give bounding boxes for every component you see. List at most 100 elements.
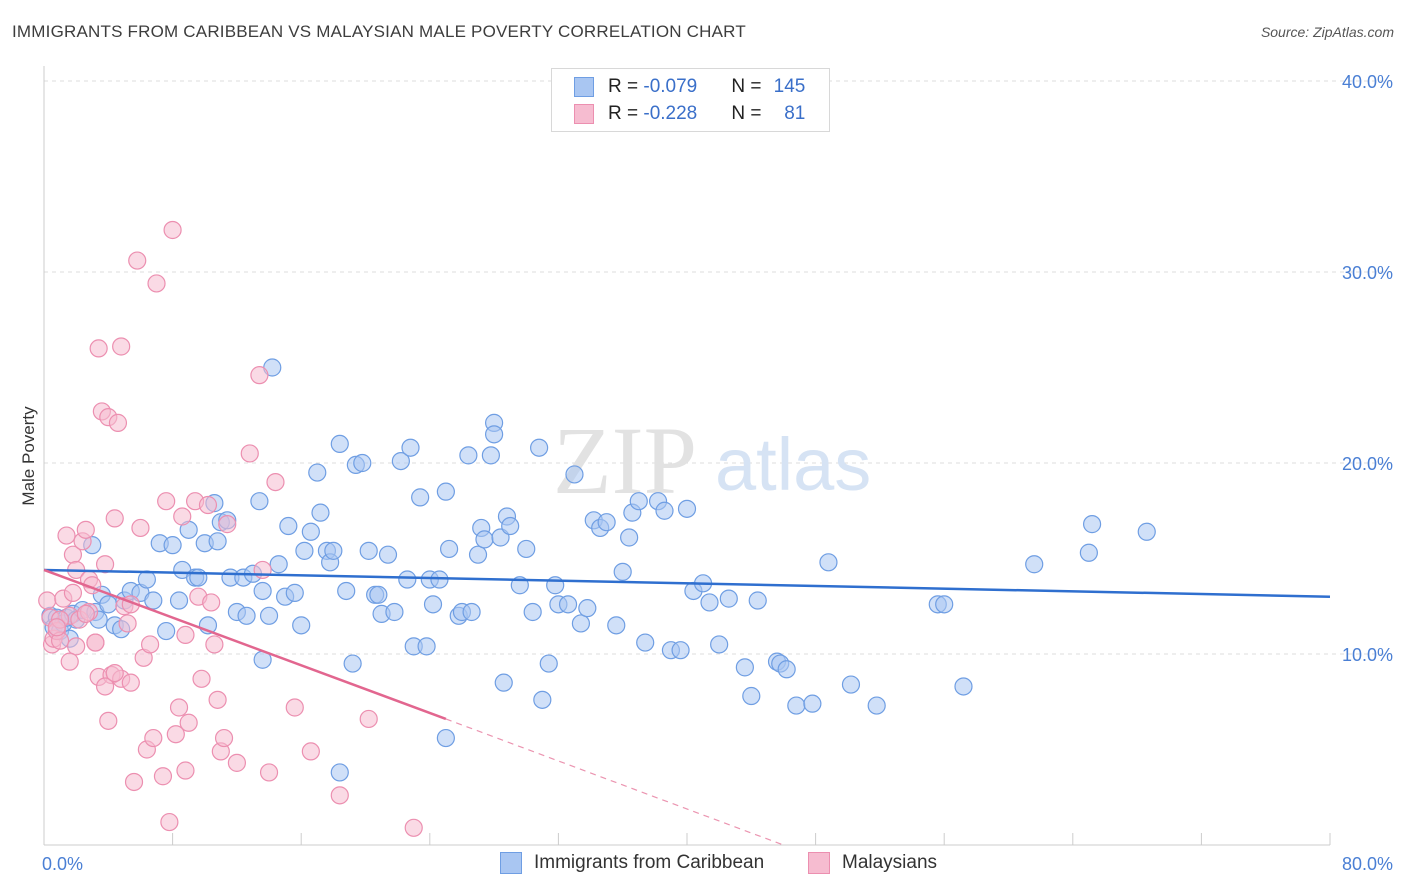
chart-title: IMMIGRANTS FROM CARIBBEAN VS MALAYSIAN M… — [12, 22, 746, 41]
data-point-caribbean — [163, 536, 182, 555]
data-point-caribbean — [330, 763, 349, 782]
legend-label-caribbean: Immigrants from Caribbean — [534, 852, 765, 873]
data-point-caribbean — [285, 583, 304, 602]
data-point-caribbean — [629, 492, 648, 511]
tick-labels: 10.0% 20.0% 30.0% 40.0% 0.0% 80.0% — [42, 72, 1393, 874]
data-point-caribbean — [324, 541, 343, 560]
data-point-malaysians — [266, 473, 285, 492]
data-point-malaysians — [89, 339, 108, 358]
data-point-caribbean — [475, 530, 494, 549]
data-point-malaysians — [118, 614, 137, 633]
data-point-caribbean — [719, 589, 738, 608]
data-point-malaysians — [60, 652, 79, 671]
data-point-caribbean — [558, 595, 578, 614]
data-point-caribbean — [253, 581, 272, 601]
data-point-caribbean — [613, 562, 632, 581]
data-point-caribbean — [462, 602, 481, 622]
data-point-caribbean — [677, 499, 697, 518]
data-point-malaysians — [285, 698, 304, 717]
y-axis-label: Male Poverty — [19, 406, 38, 506]
data-point-caribbean — [378, 545, 398, 564]
data-point-caribbean — [343, 654, 362, 673]
series-legend: Immigrants from Caribbean Malaysians — [0, 852, 1406, 878]
legend-r-label: R = — [608, 103, 644, 124]
data-point-malaysians — [76, 520, 95, 539]
data-point-malaysians — [153, 767, 173, 786]
data-point-caribbean — [636, 633, 655, 652]
data-point-malaysians — [214, 728, 234, 748]
data-point-caribbean — [597, 513, 616, 532]
data-point-malaysians — [95, 555, 115, 574]
data-point-caribbean — [517, 539, 536, 559]
data-point-malaysians — [218, 515, 237, 534]
data-point-caribbean — [1025, 555, 1044, 574]
data-point-caribbean — [401, 438, 420, 457]
data-point-malaysians — [202, 593, 221, 612]
data-point-caribbean — [481, 446, 500, 465]
data-point-caribbean — [436, 728, 455, 748]
legend-n-value: 145 — [773, 76, 806, 97]
legend-item-caribbean[interactable]: Immigrants from Caribbean — [500, 852, 764, 874]
data-point-malaysians — [205, 635, 224, 654]
legend-n-label: N = — [731, 103, 767, 124]
data-point-caribbean — [269, 555, 288, 574]
data-point-malaysians — [404, 818, 423, 837]
legend-n-value: 81 — [784, 103, 806, 124]
legend-item-malaysians[interactable]: Malaysians — [808, 852, 937, 874]
data-point-caribbean — [819, 553, 838, 572]
watermark-atlas: atlas — [715, 423, 871, 506]
y-tick-label: 40.0% — [1342, 72, 1393, 92]
data-point-caribbean — [530, 438, 549, 457]
data-point-caribbean — [411, 488, 430, 507]
data-point-caribbean — [337, 581, 356, 601]
data-point-caribbean — [655, 501, 674, 520]
data-point-caribbean — [494, 673, 513, 692]
data-point-caribbean — [1079, 543, 1098, 562]
data-point-malaysians — [253, 560, 272, 580]
data-point-malaysians — [173, 507, 192, 526]
data-point-malaysians — [198, 495, 218, 515]
data-point-caribbean — [398, 570, 417, 589]
data-point-malaysians — [86, 633, 105, 652]
data-point-caribbean — [157, 621, 176, 641]
data-point-caribbean — [137, 570, 156, 589]
data-point-caribbean — [436, 482, 455, 501]
data-point-caribbean — [578, 599, 597, 618]
data-point-malaysians — [157, 492, 176, 511]
data-point-caribbean — [748, 591, 767, 610]
data-point-malaysians — [166, 725, 185, 744]
data-point-caribbean — [468, 545, 488, 564]
data-point-caribbean — [250, 492, 269, 511]
data-point-caribbean — [459, 446, 478, 465]
data-point-caribbean — [279, 516, 298, 536]
legend-swatch-pink — [574, 104, 594, 124]
data-point-caribbean — [787, 696, 806, 715]
data-point-malaysians — [108, 413, 128, 432]
trend-line-caribbean — [43, 568, 1331, 598]
data-point-caribbean — [777, 660, 796, 679]
correlation-legend: R = -0.079 N = 145 R = -0.228 N = 81 — [551, 68, 830, 132]
legend-row-caribbean: R = -0.079 N = 145 — [574, 75, 805, 99]
data-point-caribbean — [189, 568, 208, 587]
legend-r-value: -0.079 — [643, 76, 698, 97]
data-point-caribbean — [259, 606, 279, 625]
data-point-malaysians — [160, 812, 179, 832]
data-point-caribbean — [501, 516, 520, 536]
data-point-caribbean — [330, 434, 349, 453]
data-point-malaysians — [67, 637, 86, 656]
data-point-caribbean — [369, 585, 388, 604]
data-point-caribbean — [539, 654, 558, 673]
data-point-malaysians — [192, 669, 211, 688]
data-point-malaysians — [147, 274, 166, 293]
legend-n-label: N = — [731, 76, 767, 97]
data-point-malaysians — [38, 591, 57, 610]
source-label: Source: ZipAtlas.com — [1260, 24, 1394, 40]
y-tick-label: 10.0% — [1342, 645, 1393, 665]
legend-r-value: -0.228 — [643, 103, 698, 124]
data-point-caribbean — [1137, 522, 1156, 541]
data-point-caribbean — [620, 528, 639, 547]
data-point-caribbean — [237, 606, 256, 625]
data-point-malaysians — [76, 604, 95, 623]
data-point-caribbean — [841, 675, 861, 694]
